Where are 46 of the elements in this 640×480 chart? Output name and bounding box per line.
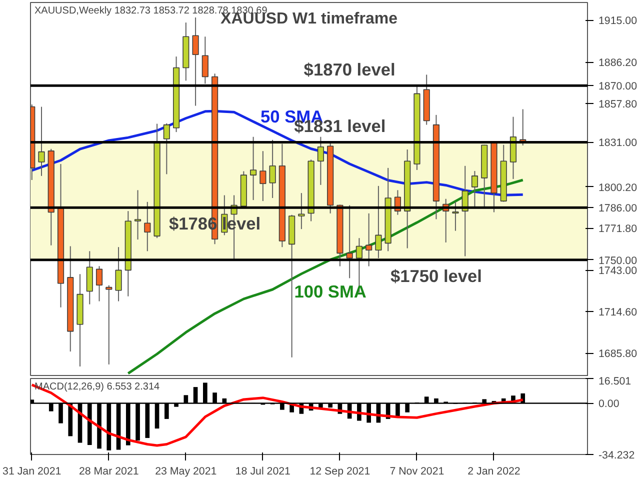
candlestick (346, 204, 353, 279)
candlestick (163, 122, 170, 175)
x-tick-label: 12 Sep 2021 (310, 466, 370, 478)
y-tick-label: 1771.80 (598, 223, 638, 236)
candlestick (115, 246, 122, 302)
candlestick (452, 201, 459, 232)
candlestick (298, 192, 305, 230)
annotation: $1750 level (390, 266, 482, 286)
candlestick (375, 185, 382, 259)
y-tick-label: 1743.00 (598, 265, 638, 278)
line-series (30, 384, 524, 447)
x-tick-label: 31 Jan 2021 (2, 466, 62, 478)
ref-line-label: 1831.00 (598, 137, 638, 150)
x-tick-label: 28 Mar 2021 (78, 466, 139, 478)
candlestick (471, 170, 478, 209)
ref-line-label: 1786.00 (598, 202, 638, 215)
y-tick-label: 16.501 (598, 376, 632, 388)
y-tick-label: 1915.00 (598, 15, 638, 28)
x-tick-label: 23 May 2021 (155, 466, 217, 478)
line-series (126, 178, 524, 375)
candlestick (202, 36, 208, 84)
candlestick (106, 284, 112, 365)
candlestick (134, 190, 142, 240)
ref-line-label: 1870.00 (598, 80, 638, 93)
candlestick (366, 212, 372, 267)
y-tick-label: -34.232 (598, 450, 635, 462)
candlestick (317, 136, 324, 186)
y-tick-label: 1685.80 (598, 348, 638, 360)
y-tick-label: 1714.60 (598, 306, 638, 318)
x-tick-label: 18 Jul 2021 (235, 466, 291, 478)
candlestick (38, 106, 45, 176)
candlestick (260, 150, 266, 202)
y-tick-label: 1857.80 (598, 98, 638, 110)
annotation: $1870 level (304, 60, 396, 80)
x-tick-label: 2 Jan 2022 (468, 466, 520, 478)
x-tick-label: 7 Nov 2021 (390, 466, 444, 478)
ref-line-label: 0.00 (598, 398, 620, 410)
y-tick-label: 1800.20 (598, 182, 638, 194)
candlestick (269, 139, 276, 198)
series-label: 100 SMA (294, 282, 367, 302)
candlestick (96, 266, 103, 302)
ref-line-label: 1750.00 (598, 254, 638, 267)
y-tick-label: 1886.20 (598, 57, 638, 70)
candlestick (250, 136, 257, 201)
candlestick (192, 16, 199, 106)
candlestick (144, 201, 151, 252)
